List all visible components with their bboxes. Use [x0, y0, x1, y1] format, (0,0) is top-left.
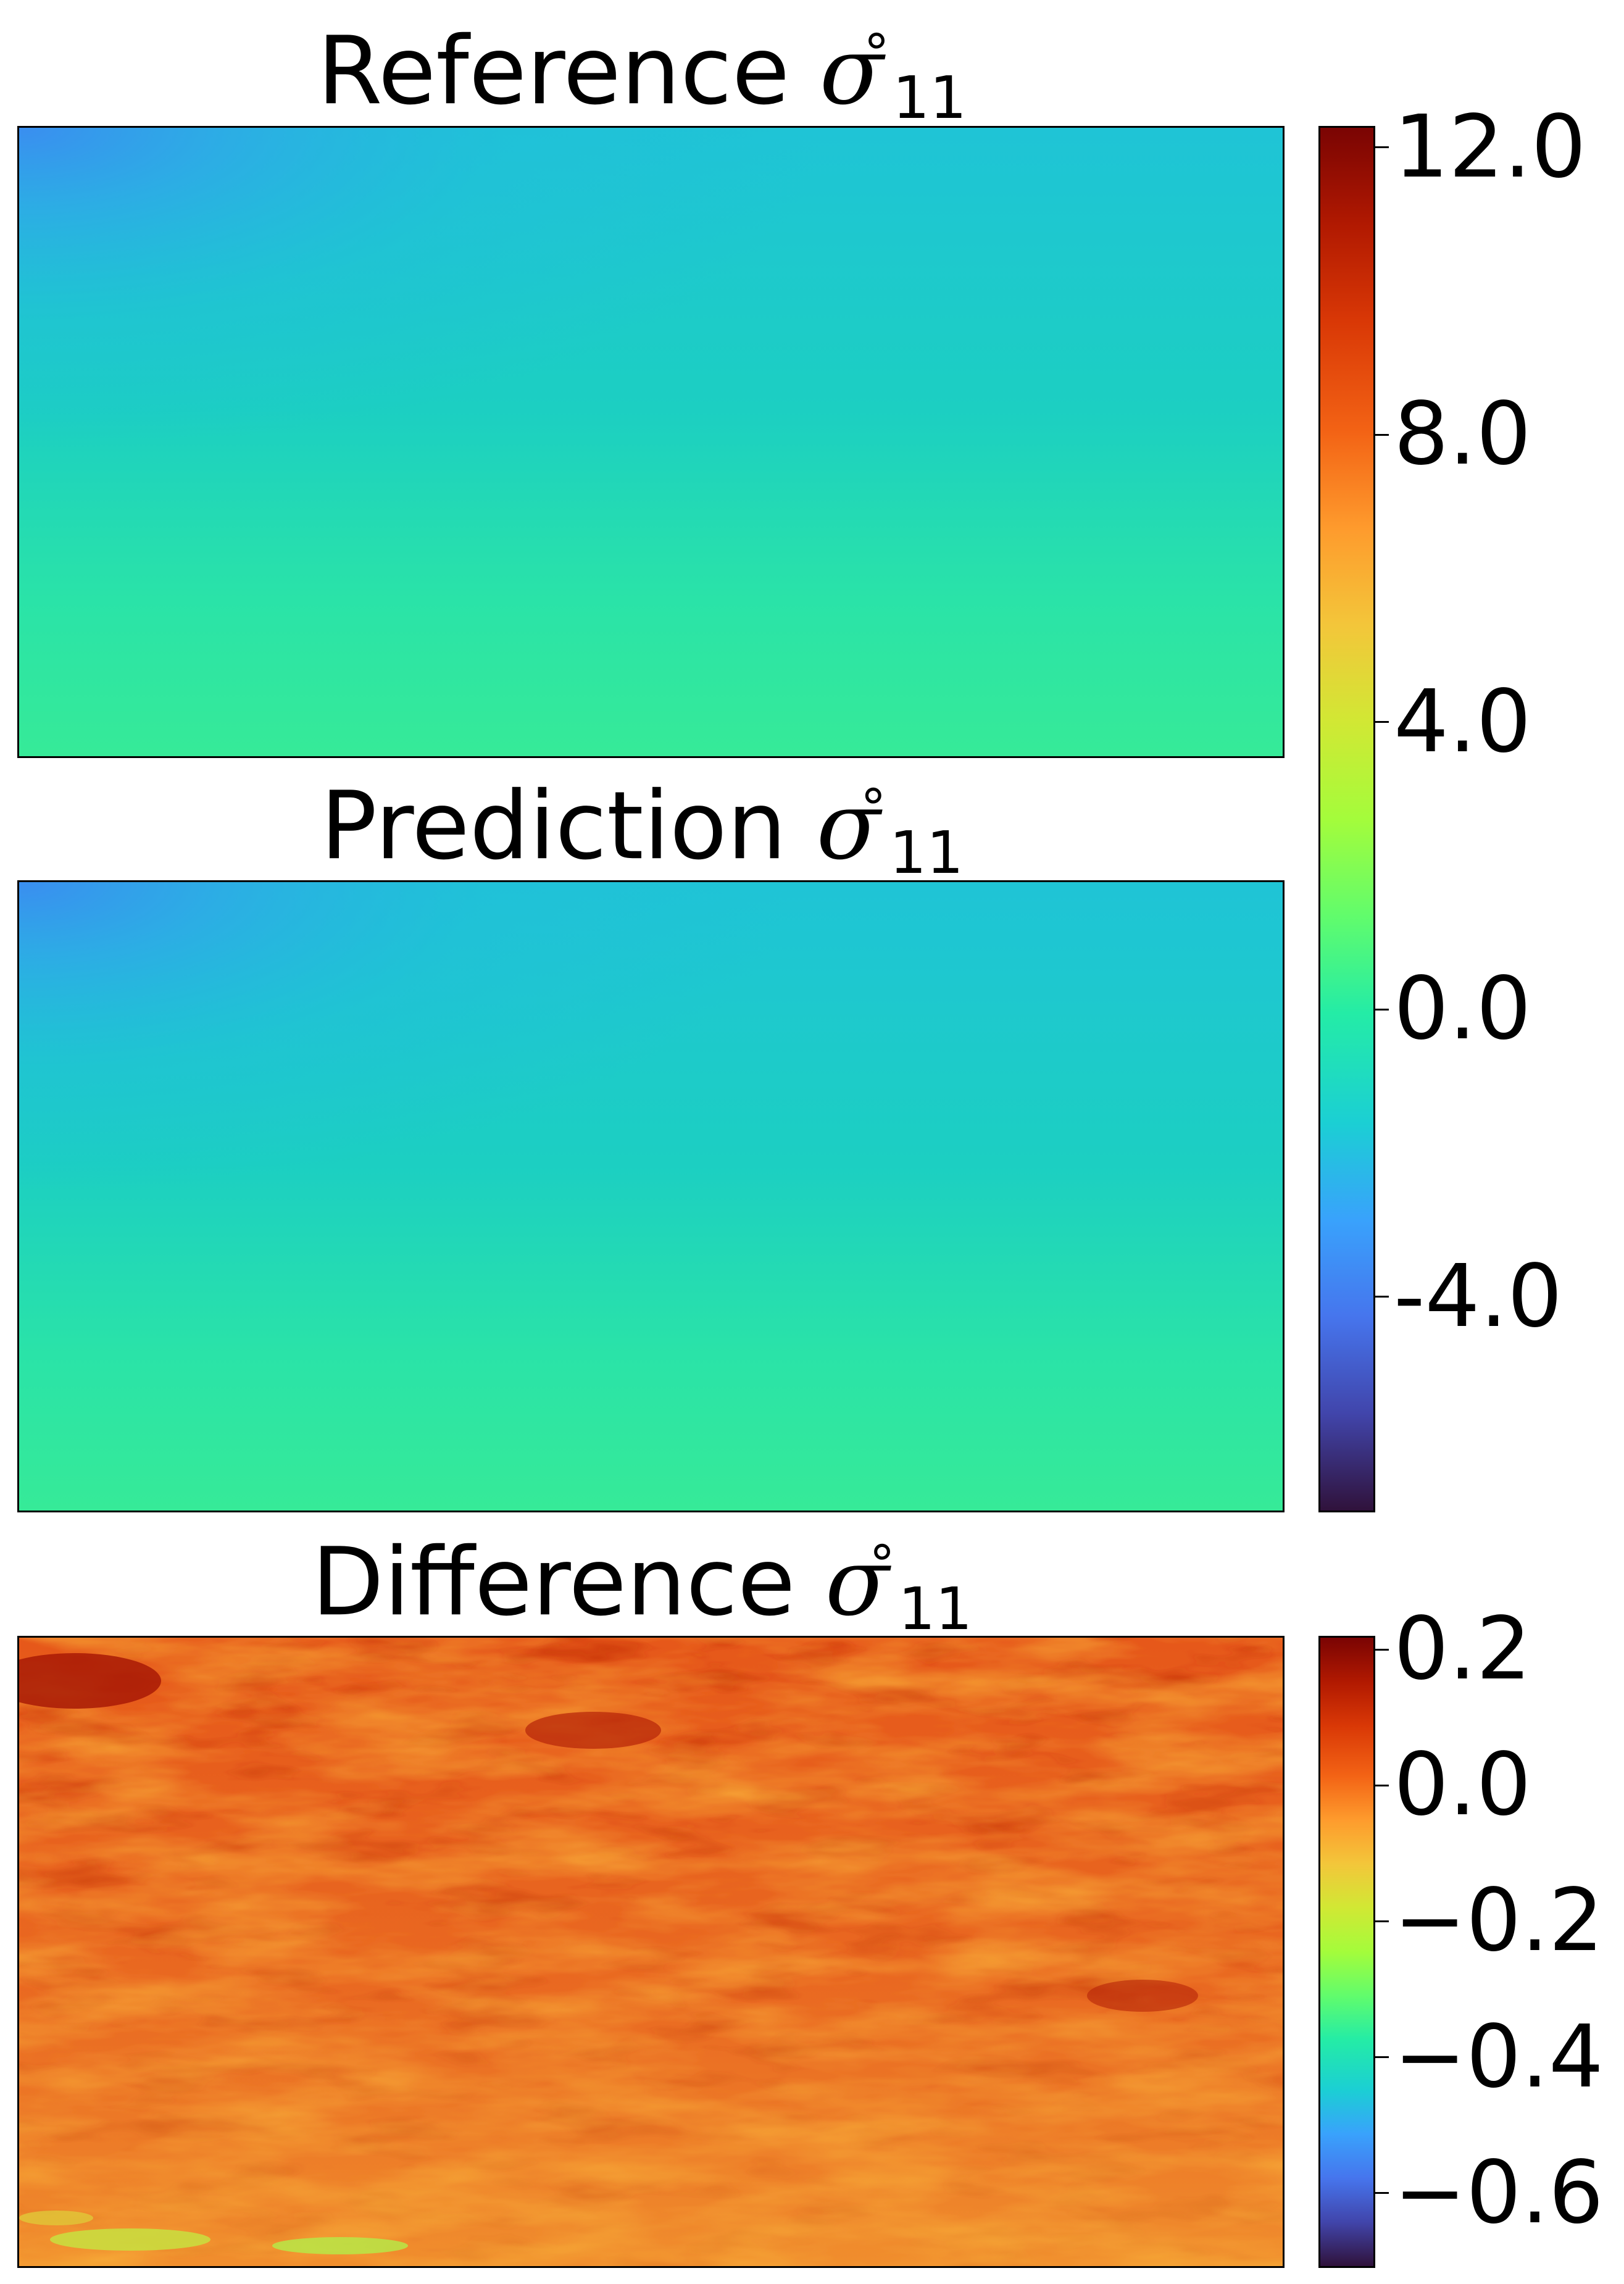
title-reference-text: Reference [317, 16, 820, 126]
colorbar-shared-tick-label: -4.0 [1394, 1246, 1563, 1347]
heatmap-difference [17, 1636, 1285, 2268]
colorbar-shared-tick [1375, 1008, 1389, 1011]
colorbar-difference-tick [1375, 1784, 1389, 1786]
colorbar-shared-tick [1375, 1296, 1389, 1298]
colorbar-difference-tick-label: 0.2 [1394, 1599, 1531, 1700]
difference-bottom-shading [19, 1638, 1283, 2266]
colorbar-shared-gradient [1320, 128, 1373, 1511]
difference-light-spot-1 [50, 2228, 210, 2251]
title-prediction-sub: 11 [889, 819, 964, 887]
colorbar-shared-tick [1375, 433, 1389, 436]
prediction-high-region [19, 882, 1283, 1511]
difference-dark-spot-2 [525, 1712, 661, 1749]
colorbar-shared-tick [1375, 146, 1389, 149]
title-reference: Reference σ∘11 [317, 13, 967, 128]
reference-high-region [19, 128, 1283, 756]
title-reference-sup: ∘ [860, 9, 893, 69]
colorbar-shared-tick-label: 4.0 [1394, 671, 1531, 772]
title-prediction-text: Prediction [320, 771, 817, 881]
colorbar-difference-tick-label: −0.2 [1394, 1870, 1604, 1972]
colorbar-shared [1318, 126, 1375, 1512]
difference-dark-spot-1 [19, 1653, 161, 1709]
colorbar-difference-gradient [1320, 1638, 1373, 2266]
title-prediction-sup: ∘ [857, 764, 889, 824]
title-difference: Difference σ∘11 [311, 1524, 972, 1639]
heatmap-reference [17, 126, 1285, 758]
title-reference-symbol: σ [819, 16, 884, 126]
colorbar-shared-tick-label: 0.0 [1394, 959, 1531, 1060]
colorbar-difference-tick [1375, 2056, 1389, 2059]
title-reference-sub: 11 [893, 64, 967, 132]
title-difference-sup: ∘ [865, 1520, 899, 1580]
colorbar-shared-tick-label: 8.0 [1394, 384, 1531, 485]
colorbar-difference [1318, 1636, 1375, 2268]
title-prediction: Prediction σ∘11 [320, 768, 964, 883]
colorbar-shared-tick-label: 12.0 [1394, 96, 1586, 198]
colorbar-difference-tick [1375, 1648, 1389, 1651]
colorbar-difference-tick [1375, 1920, 1389, 1922]
difference-light-spot-2 [272, 2237, 408, 2254]
colorbar-difference-tick-label: −0.4 [1394, 2006, 1604, 2107]
difference-light-spot-3 [19, 2211, 93, 2225]
heatmap-prediction [17, 880, 1285, 1512]
colorbar-difference-tick-label: 0.0 [1394, 1735, 1531, 1836]
title-prediction-symbol: σ [816, 771, 881, 881]
title-difference-symbol: σ [825, 1527, 889, 1637]
difference-dark-spot-3 [1087, 1980, 1198, 2012]
colorbar-difference-tick [1375, 2192, 1389, 2194]
colorbar-shared-tick [1375, 721, 1389, 723]
title-difference-sub: 11 [898, 1575, 973, 1643]
title-difference-text: Difference [311, 1527, 825, 1637]
colorbar-difference-tick-label: −0.6 [1394, 2142, 1604, 2243]
